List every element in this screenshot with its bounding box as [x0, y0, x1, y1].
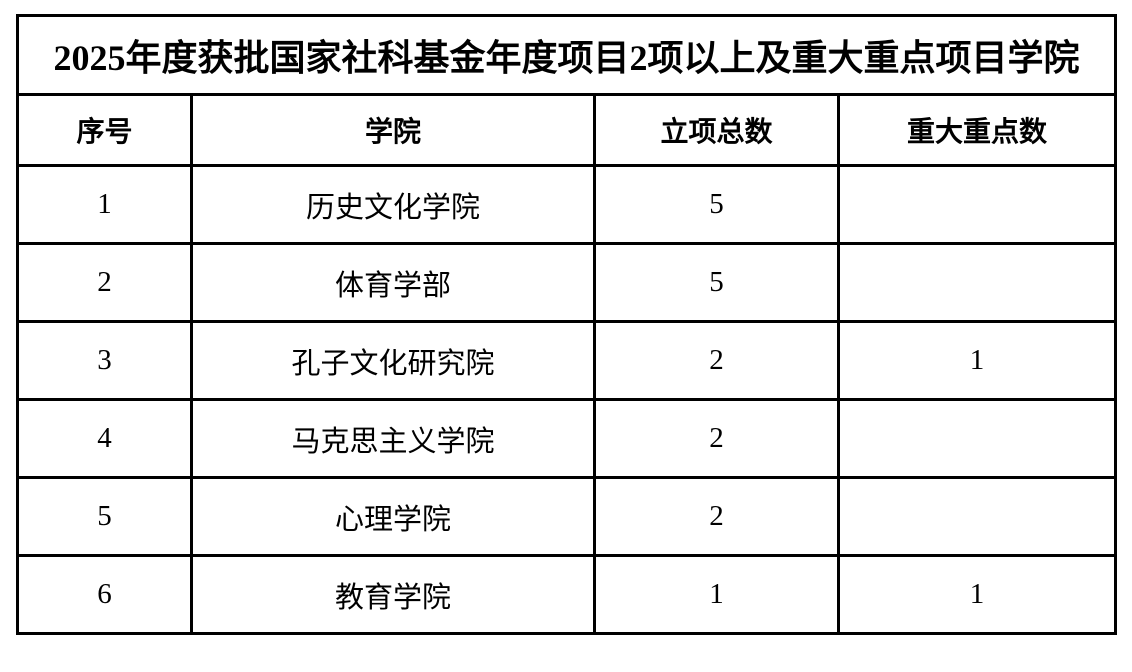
cell-major-key-count — [836, 476, 1118, 557]
cell-total-projects: 2 — [593, 398, 840, 479]
cell-total-projects: 2 — [593, 476, 840, 557]
cell-college: 历史文化学院 — [190, 164, 596, 245]
cell-major-key-count — [836, 398, 1118, 479]
cell-total-projects: 5 — [593, 164, 840, 245]
cell-college: 体育学部 — [190, 242, 596, 323]
cell-total-projects: 2 — [593, 320, 840, 401]
cell-index: 3 — [16, 320, 193, 401]
table-row: 4 马克思主义学院 2 — [16, 398, 1118, 479]
cell-major-key-count: 1 — [836, 320, 1118, 401]
cell-index: 5 — [16, 476, 193, 557]
column-header-major-key-count: 重大重点数 — [836, 93, 1118, 167]
column-header-index: 序号 — [16, 93, 193, 167]
cell-index: 2 — [16, 242, 193, 323]
cell-college: 教育学院 — [190, 554, 596, 635]
cell-index: 1 — [16, 164, 193, 245]
cell-index: 4 — [16, 398, 193, 479]
title-row: 2025年度获批国家社科基金年度项目2项以上及重大重点项目学院 — [15, 14, 1118, 96]
cell-college: 马克思主义学院 — [190, 398, 596, 479]
table-row: 5 心理学院 2 — [16, 476, 1118, 557]
cell-college: 心理学院 — [190, 476, 596, 557]
table-row: 6 教育学院 1 1 — [16, 554, 1118, 635]
table-row: 3 孔子文化研究院 2 1 — [16, 320, 1118, 401]
cell-major-key-count — [836, 242, 1118, 323]
table-row: 1 历史文化学院 5 — [16, 164, 1118, 245]
table-title: 2025年度获批国家社科基金年度项目2项以上及重大重点项目学院 — [15, 14, 1118, 96]
cell-total-projects: 5 — [593, 242, 840, 323]
column-header-college: 学院 — [190, 93, 596, 167]
cell-major-key-count — [836, 164, 1118, 245]
cell-major-key-count: 1 — [836, 554, 1118, 635]
column-header-total-projects: 立项总数 — [593, 93, 840, 167]
cell-college: 孔子文化研究院 — [190, 320, 596, 401]
cell-total-projects: 1 — [593, 554, 840, 635]
table-row: 2 体育学部 5 — [16, 242, 1118, 323]
header-row: 序号 学院 立项总数 重大重点数 — [16, 93, 1118, 167]
cell-index: 6 — [16, 554, 193, 635]
projects-table: 2025年度获批国家社科基金年度项目2项以上及重大重点项目学院 序号 学院 立项… — [15, 14, 1118, 635]
